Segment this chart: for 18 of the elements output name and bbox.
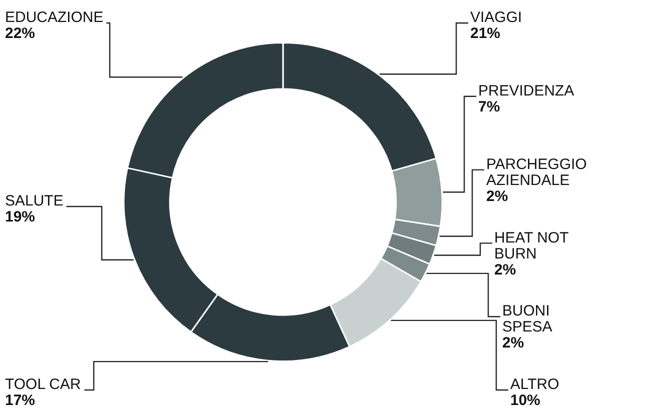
slice-label: SALUTE <box>5 192 64 210</box>
slice-label: ALTRO <box>510 376 560 394</box>
slice-label: BUONI SPESA <box>502 302 552 336</box>
slice-label: PREVIDENZA <box>478 82 574 100</box>
slice-label: HEAT NOT BURN <box>494 229 569 262</box>
slice-label: PARCHEGGIO AZIENDALE <box>486 156 587 189</box>
data-label: 19% <box>5 208 36 226</box>
slice-label: TOOL CAR <box>5 376 82 394</box>
slice-label: EDUCAZIONE <box>5 9 104 26</box>
data-label: 21% <box>470 25 500 42</box>
data-label: 2% <box>486 188 508 205</box>
data-label: 17% <box>5 392 36 410</box>
data-label: 22% <box>5 25 36 42</box>
data-label: 7% <box>478 98 500 116</box>
data-label: 10% <box>510 392 540 410</box>
slice-label: VIAGGI <box>470 9 522 26</box>
data-label: 2% <box>494 261 516 278</box>
data-label: 2% <box>502 334 524 352</box>
